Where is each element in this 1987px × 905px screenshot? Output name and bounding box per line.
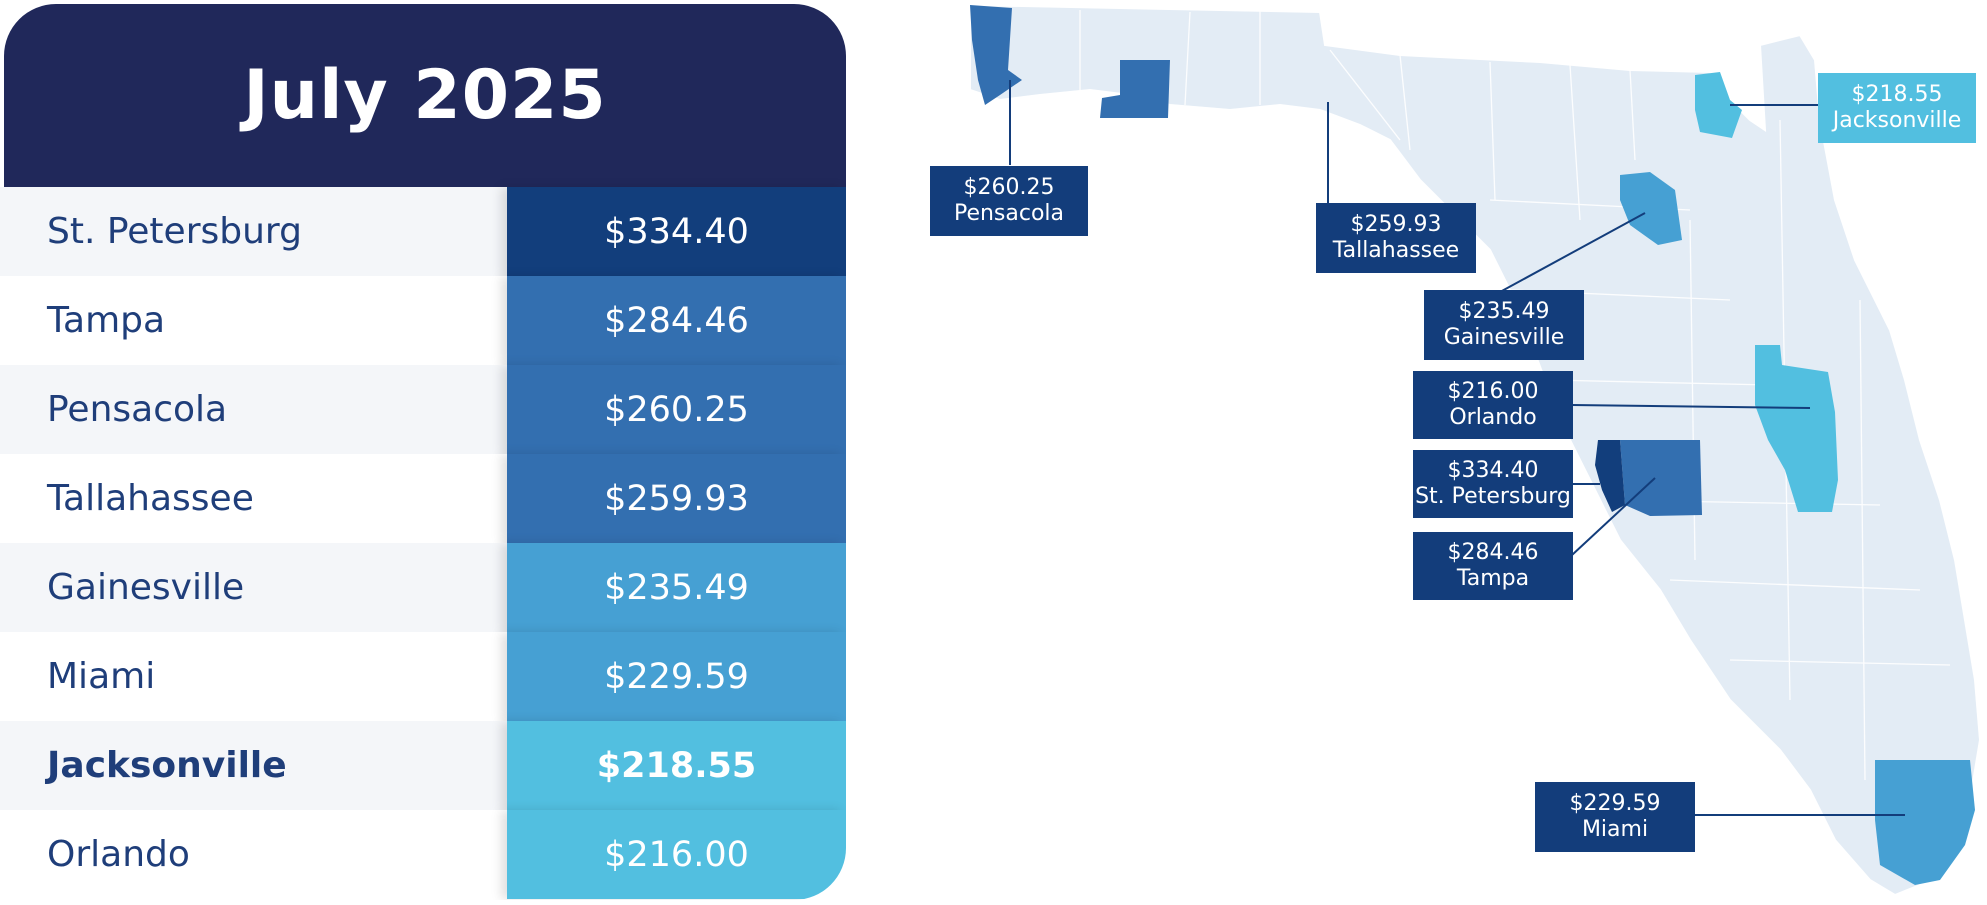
row-price: $284.46 bbox=[507, 276, 846, 365]
tallahassee-county bbox=[1100, 60, 1170, 118]
miami-county bbox=[1875, 760, 1975, 885]
row-price: $229.59 bbox=[507, 632, 846, 721]
row-city: Jacksonville bbox=[0, 721, 507, 810]
label-gainesville: $235.49 Gainesville bbox=[1424, 290, 1584, 360]
tampa-county bbox=[1620, 440, 1702, 516]
row-price: $334.40 bbox=[507, 187, 846, 276]
label-orlando-price: $216.00 bbox=[1447, 379, 1539, 404]
florida-outline bbox=[969, 3, 1982, 897]
page-title: July 2025 bbox=[243, 56, 607, 135]
label-pensacola: $260.25 Pensacola bbox=[930, 166, 1088, 236]
label-st-petersburg-price: $334.40 bbox=[1447, 458, 1539, 483]
leader-lines bbox=[1009, 80, 1905, 816]
label-pensacola-price: $260.25 bbox=[963, 175, 1055, 200]
row-city: Gainesville bbox=[0, 543, 507, 632]
table-row: Tampa $284.46 bbox=[0, 276, 846, 365]
label-st-petersburg-city: St. Petersburg bbox=[1415, 484, 1571, 509]
label-gainesville-city: Gainesville bbox=[1443, 325, 1565, 350]
row-price: $216.00 bbox=[507, 810, 846, 899]
row-city: St. Petersburg bbox=[0, 187, 507, 276]
label-orlando-city: Orlando bbox=[1449, 405, 1537, 430]
gainesville-county bbox=[1620, 172, 1682, 245]
label-jacksonville: $218.55 Jacksonville bbox=[1818, 73, 1976, 143]
table-row: Jacksonville $218.55 bbox=[0, 721, 846, 810]
label-pensacola-city: Pensacola bbox=[953, 201, 1065, 226]
row-city: Tallahassee bbox=[0, 454, 507, 543]
row-city: Tampa bbox=[0, 276, 507, 365]
row-city: Orlando bbox=[0, 810, 507, 899]
orlando-county bbox=[1755, 345, 1838, 512]
price-table: July 2025 St. Petersburg $334.40 Tampa $… bbox=[0, 0, 846, 900]
florida-map: $260.25 Pensacola $259.93 Tallahassee $2… bbox=[930, 0, 1987, 900]
jacksonville-county bbox=[1695, 72, 1742, 138]
label-tallahassee-city: Tallahassee bbox=[1332, 238, 1460, 263]
table-row: Gainesville $235.49 bbox=[0, 543, 846, 632]
table-row: Orlando $216.00 bbox=[0, 810, 846, 899]
label-tallahassee-price: $259.93 bbox=[1350, 212, 1442, 237]
label-gainesville-price: $235.49 bbox=[1458, 299, 1550, 324]
label-miami-city: Miami bbox=[1581, 817, 1649, 842]
florida-map-svg bbox=[969, 3, 1982, 897]
label-tampa-price: $284.46 bbox=[1447, 540, 1539, 565]
table-rows: St. Petersburg $334.40 Tampa $284.46 Pen… bbox=[0, 187, 846, 899]
label-tampa: $284.46 Tampa bbox=[1413, 532, 1573, 600]
table-row: Tallahassee $259.93 bbox=[0, 454, 846, 543]
label-tallahassee: $259.93 Tallahassee bbox=[1316, 203, 1476, 273]
row-price: $259.93 bbox=[507, 454, 846, 543]
table-row: Miami $229.59 bbox=[0, 632, 846, 721]
label-jacksonville-city: Jacksonville bbox=[1832, 108, 1962, 133]
row-price: $218.55 bbox=[507, 721, 846, 810]
label-jacksonville-price: $218.55 bbox=[1851, 82, 1943, 107]
row-city: Pensacola bbox=[0, 365, 507, 454]
label-orlando: $216.00 Orlando bbox=[1413, 371, 1573, 439]
label-miami-price: $229.59 bbox=[1569, 791, 1661, 816]
table-header: July 2025 bbox=[4, 4, 846, 187]
st-petersburg-county bbox=[1595, 440, 1625, 512]
label-tampa-city: Tampa bbox=[1456, 566, 1530, 591]
label-st-petersburg: $334.40 St. Petersburg bbox=[1413, 450, 1573, 518]
table-row: St. Petersburg $334.40 bbox=[0, 187, 846, 276]
row-price: $235.49 bbox=[507, 543, 846, 632]
row-city: Miami bbox=[0, 632, 507, 721]
label-miami: $229.59 Miami bbox=[1535, 782, 1695, 852]
row-price: $260.25 bbox=[507, 365, 846, 454]
table-row: Pensacola $260.25 bbox=[0, 365, 846, 454]
